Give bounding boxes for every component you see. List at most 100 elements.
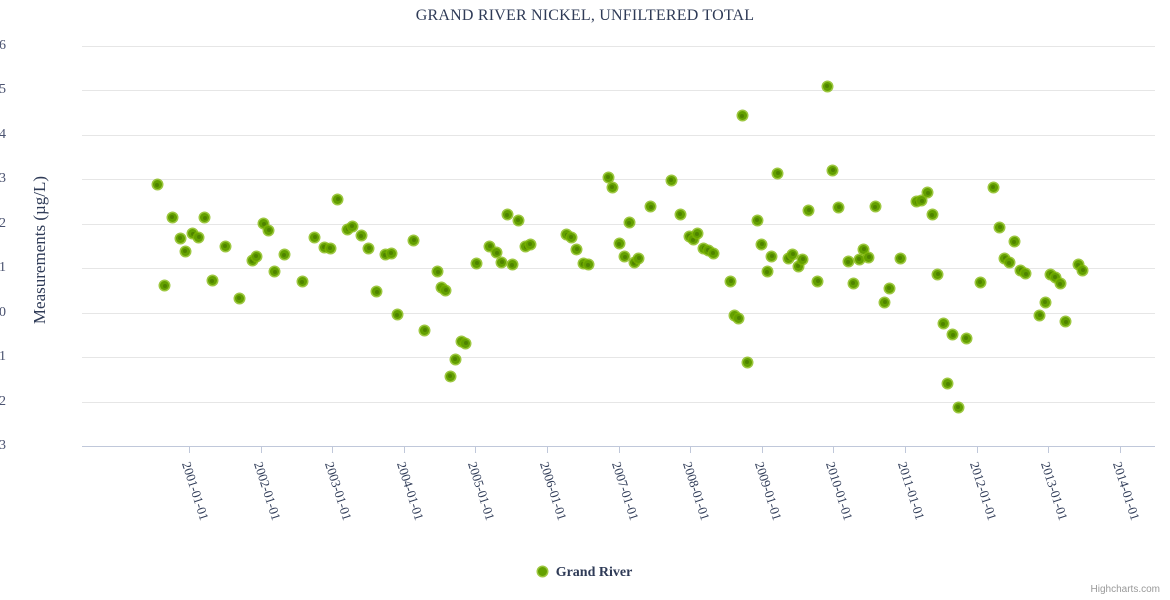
data-point[interactable] <box>884 283 894 293</box>
data-point[interactable] <box>152 180 162 190</box>
data-point[interactable] <box>708 248 718 258</box>
data-point[interactable] <box>507 260 517 270</box>
data-point[interactable] <box>703 245 713 255</box>
data-point[interactable] <box>1009 237 1019 247</box>
data-point[interactable] <box>492 248 502 258</box>
data-point[interactable] <box>572 244 582 254</box>
data-point[interactable] <box>386 248 396 258</box>
data-point[interactable] <box>614 239 624 249</box>
data-point[interactable] <box>485 241 495 251</box>
data-point[interactable] <box>933 269 943 279</box>
data-point[interactable] <box>603 172 613 182</box>
data-point[interactable] <box>742 357 752 367</box>
data-point[interactable] <box>927 210 937 220</box>
data-point[interactable] <box>497 257 507 267</box>
highcharts-credits-link[interactable]: Highcharts.com <box>1090 584 1160 595</box>
data-point[interactable] <box>834 202 844 212</box>
data-point[interactable] <box>450 354 460 364</box>
data-point[interactable] <box>364 243 374 253</box>
data-point[interactable] <box>247 256 257 266</box>
data-point[interactable] <box>1000 253 1010 263</box>
data-point[interactable] <box>880 297 890 307</box>
data-point[interactable] <box>995 222 1005 232</box>
data-point[interactable] <box>409 235 419 245</box>
data-point[interactable] <box>804 205 814 215</box>
data-point[interactable] <box>793 261 803 271</box>
data-point[interactable] <box>870 202 880 212</box>
data-point[interactable] <box>380 250 390 260</box>
data-point[interactable] <box>961 333 971 343</box>
data-point[interactable] <box>848 278 858 288</box>
data-point[interactable] <box>1035 310 1045 320</box>
data-point[interactable] <box>251 251 261 261</box>
data-point[interactable] <box>180 246 190 256</box>
data-point[interactable] <box>864 252 874 262</box>
data-point[interactable] <box>167 212 177 222</box>
data-point[interactable] <box>726 276 736 286</box>
data-point[interactable] <box>392 310 402 320</box>
data-point[interactable] <box>692 229 702 239</box>
data-point[interactable] <box>773 168 783 178</box>
data-point[interactable] <box>757 239 767 249</box>
data-point[interactable] <box>160 281 170 291</box>
data-point[interactable] <box>943 379 953 389</box>
data-point[interactable] <box>1073 260 1083 270</box>
data-point[interactable] <box>895 253 905 263</box>
data-point[interactable] <box>297 277 307 287</box>
data-point[interactable] <box>1016 265 1026 275</box>
data-point[interactable] <box>200 213 209 223</box>
data-point[interactable] <box>734 313 744 323</box>
data-point[interactable] <box>188 229 198 239</box>
data-point[interactable] <box>220 241 230 251</box>
data-point[interactable] <box>854 254 864 264</box>
data-point[interactable] <box>917 196 927 206</box>
data-point[interactable] <box>420 325 430 335</box>
data-point[interactable] <box>194 232 204 242</box>
data-point[interactable] <box>461 338 471 348</box>
data-point[interactable] <box>813 276 823 286</box>
data-point[interactable] <box>279 250 289 260</box>
data-point[interactable] <box>953 402 963 412</box>
data-point[interactable] <box>433 267 443 277</box>
data-point[interactable] <box>502 210 512 220</box>
legend-item-grand-river[interactable]: Grand River <box>537 565 632 581</box>
data-point[interactable] <box>472 258 482 268</box>
data-point[interactable] <box>948 330 958 340</box>
data-point[interactable] <box>1078 265 1088 275</box>
data-point[interactable] <box>207 276 217 286</box>
data-point[interactable] <box>521 242 531 252</box>
data-point[interactable] <box>620 252 630 262</box>
data-point[interactable] <box>356 231 366 241</box>
data-point[interactable] <box>1055 279 1065 289</box>
data-point[interactable] <box>310 232 320 242</box>
data-point[interactable] <box>843 257 853 267</box>
data-point[interactable] <box>325 243 335 253</box>
data-point[interactable] <box>1046 269 1056 279</box>
data-point[interactable] <box>441 285 451 295</box>
data-point[interactable] <box>938 319 948 329</box>
data-point[interactable] <box>783 253 793 263</box>
data-point[interactable] <box>675 209 685 219</box>
data-point[interactable] <box>525 239 535 249</box>
data-point[interactable] <box>578 259 588 269</box>
data-point[interactable] <box>566 232 576 242</box>
data-point[interactable] <box>798 254 808 264</box>
data-point[interactable] <box>1021 269 1031 279</box>
data-point[interactable] <box>666 175 676 185</box>
data-point[interactable] <box>762 267 772 277</box>
data-point[interactable] <box>767 251 777 261</box>
data-point[interactable] <box>624 218 634 228</box>
data-point[interactable] <box>737 111 747 121</box>
data-point[interactable] <box>607 182 617 192</box>
data-point[interactable] <box>372 287 382 297</box>
data-point[interactable] <box>1040 297 1050 307</box>
data-point[interactable] <box>264 225 274 235</box>
data-point[interactable] <box>629 258 639 268</box>
data-point[interactable] <box>634 253 644 263</box>
data-point[interactable] <box>319 242 329 252</box>
data-point[interactable] <box>923 188 933 198</box>
data-point[interactable] <box>646 202 656 212</box>
data-point[interactable] <box>912 197 922 207</box>
data-point[interactable] <box>1050 272 1060 282</box>
data-point[interactable] <box>788 249 798 259</box>
